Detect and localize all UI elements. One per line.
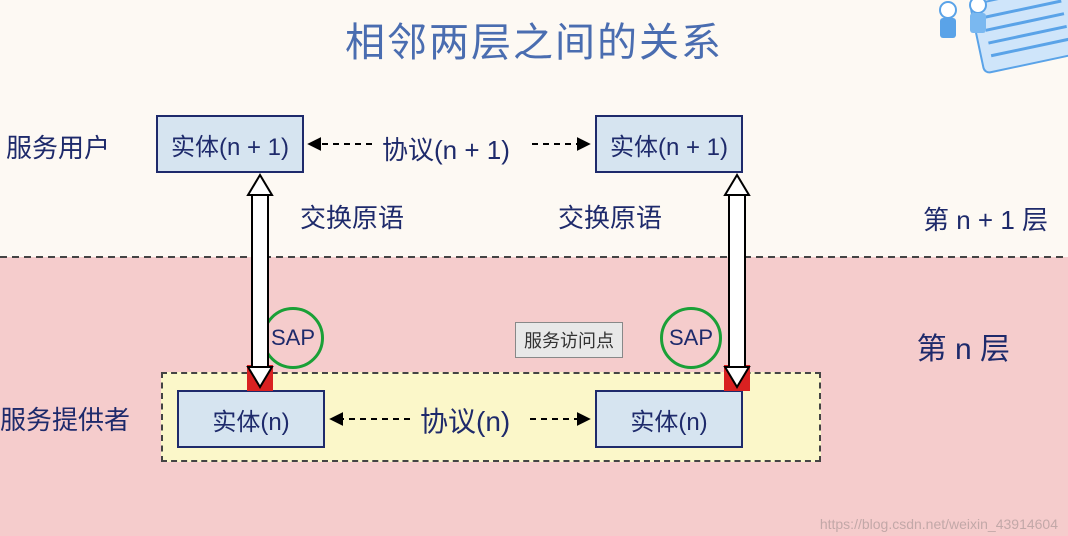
sap-full-label: 服务访问点 — [515, 322, 623, 358]
exchange-primitive-left: 交换原语 — [300, 198, 404, 235]
sap-text-left: SAP — [271, 325, 315, 351]
watermark: https://blog.csdn.net/weixin_43914604 — [820, 516, 1058, 532]
entity-box-lower-right: 实体(n) — [595, 390, 743, 448]
sap-circle-right: SAP — [660, 307, 722, 369]
entity-box-upper-left: 实体(n + 1) — [156, 115, 304, 173]
sap-square-left — [247, 365, 273, 391]
diagram-title: 相邻两层之间的关系 — [0, 10, 1068, 68]
sap-circle-left: SAP — [262, 307, 324, 369]
exchange-primitive-right: 交换原语 — [558, 198, 662, 235]
layer-lower-label: 第 n 层 — [917, 324, 1010, 368]
entity-box-upper-right: 实体(n + 1) — [595, 115, 743, 173]
service-provider-label: 服务提供者 — [0, 400, 130, 437]
protocol-lower-label: 协议(n) — [420, 400, 510, 440]
entity-box-lower-left: 实体(n) — [177, 390, 325, 448]
layer-upper-label: 第 n + 1 层 — [923, 200, 1048, 237]
service-user-label: 服务用户 — [6, 128, 110, 165]
sap-text-right: SAP — [669, 325, 713, 351]
sap-square-right — [724, 365, 750, 391]
protocol-upper-label: 协议(n + 1) — [382, 130, 510, 167]
diagram-canvas: 相邻两层之间的关系 服务用户 服务提供者 实体(n + 1) 实体(n + 1)… — [0, 0, 1068, 536]
